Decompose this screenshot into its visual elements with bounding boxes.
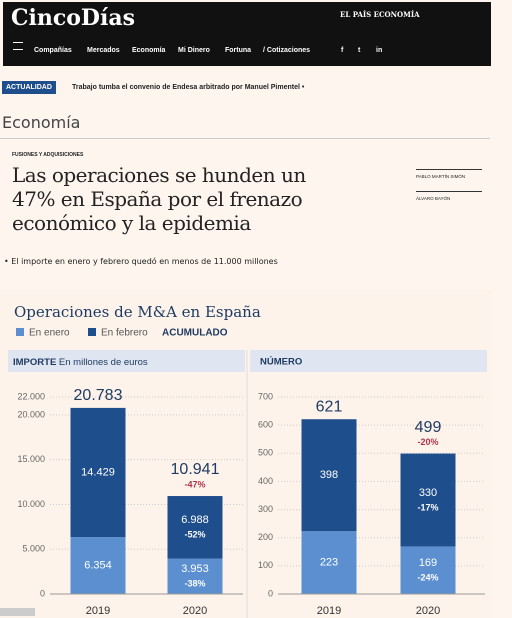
legend-swatch xyxy=(88,328,96,336)
x-tick-label: 2019 xyxy=(317,605,341,617)
header: CincoDías EL PAÍS ECONOMÍA Compañías Mer… xyxy=(3,2,491,66)
bar-segment xyxy=(301,419,357,532)
social[interactable]: in xyxy=(376,47,383,54)
chart-title: IMPORTE xyxy=(13,357,56,368)
change-label: -17% xyxy=(417,502,438,512)
section-title[interactable]: Economía xyxy=(2,113,81,132)
bullet: • El importe en enero y febrero quedó en… xyxy=(4,257,278,266)
nav-item[interactable]: Mercados xyxy=(87,47,120,54)
total-change-label: -47% xyxy=(184,479,205,489)
infographic-title: Operaciones de M&A en España xyxy=(14,303,261,321)
change-label: -24% xyxy=(417,573,438,583)
y-tick-label: 700 xyxy=(258,391,273,401)
logo[interactable]: CincoDías xyxy=(11,5,136,31)
x-tick-label: 2019 xyxy=(86,605,110,617)
bar-segment xyxy=(167,496,223,559)
change-label: -38% xyxy=(184,579,205,589)
chart-subtitle: En millones de euros xyxy=(59,357,148,368)
total-change-label: -20% xyxy=(417,437,438,447)
author[interactable]: PABLO MARTÍN SIMÓN xyxy=(416,169,482,179)
social[interactable]: t xyxy=(358,47,361,54)
panel-header xyxy=(8,350,245,372)
value-label: 6.988 xyxy=(181,514,209,526)
nav-item[interactable]: Fortuna xyxy=(225,47,252,54)
edition[interactable]: EL PAÍS ECONOMÍA xyxy=(340,10,420,19)
bar-segment xyxy=(400,453,456,547)
ticker-badge[interactable]: ACTUALIDAD xyxy=(2,81,56,94)
kicker: FUSIONES Y ADQUISICIONES xyxy=(12,152,84,158)
scrollbar[interactable] xyxy=(0,608,35,616)
value-label: 14.429 xyxy=(81,466,115,478)
bar-segment xyxy=(167,558,223,594)
headline: Las operaciones se hunden un 47% en Espa… xyxy=(12,163,306,235)
legend-swatch xyxy=(16,328,24,336)
nav-item[interactable]: / Cotizaciones xyxy=(263,47,311,54)
bar-segment xyxy=(70,537,126,594)
y-tick-label: 0 xyxy=(40,588,45,598)
nav-item[interactable]: Economía xyxy=(132,47,166,54)
total-label: 10.941 xyxy=(171,461,220,478)
panel-header xyxy=(250,350,487,372)
y-tick-label: 15.000 xyxy=(17,454,45,464)
ticker-text[interactable]: Trabajo tumba el convenio de Endesa arbi… xyxy=(72,84,305,91)
menu-icon[interactable] xyxy=(13,42,23,50)
bullet-text: El importe en enero y febrero quedó en m… xyxy=(11,257,278,266)
legend-label: En enero xyxy=(29,328,70,339)
value-label: 6.354 xyxy=(84,559,112,571)
y-tick-label: 500 xyxy=(258,448,273,458)
legend-label: En febrero xyxy=(101,328,148,339)
value-label: 169 xyxy=(419,557,437,569)
y-tick-label: 22.000 xyxy=(17,391,45,401)
value-label: 398 xyxy=(320,469,338,481)
value-label: 3.953 xyxy=(181,563,209,575)
y-tick-label: 400 xyxy=(258,476,273,486)
total-label: 20.783 xyxy=(74,387,123,404)
panel-title: IMPORTE En millones de euros xyxy=(13,357,148,368)
legend-label: ACUMULADO xyxy=(162,328,228,339)
y-tick-label: 300 xyxy=(258,504,273,514)
y-tick-label: 0 xyxy=(268,588,273,598)
y-tick-label: 200 xyxy=(258,532,273,542)
social[interactable]: f xyxy=(341,47,344,54)
value-label: 330 xyxy=(419,487,437,499)
bar-segment xyxy=(70,407,126,538)
x-tick-label: 2020 xyxy=(183,605,207,617)
y-tick-label: 5.000 xyxy=(22,544,45,554)
y-tick-label: 20.000 xyxy=(17,409,45,419)
bar-segment xyxy=(400,546,456,594)
total-label: 621 xyxy=(316,398,343,415)
y-tick-label: 100 xyxy=(258,560,273,570)
author[interactable]: ÁLVARO BAYÓN xyxy=(416,191,482,201)
bar-segment xyxy=(301,531,357,594)
x-tick-label: 2020 xyxy=(416,605,440,617)
value-label: 223 xyxy=(320,557,338,569)
change-label: -52% xyxy=(184,530,205,540)
chart-title: NÚMERO xyxy=(260,356,302,368)
y-tick-label: 10.000 xyxy=(17,499,45,509)
divider xyxy=(0,138,490,139)
total-label: 499 xyxy=(415,419,442,436)
nav-item[interactable]: Mi Dinero xyxy=(178,47,210,54)
y-tick-label: 600 xyxy=(258,420,273,430)
nav-item[interactable]: Compañías xyxy=(34,47,72,54)
